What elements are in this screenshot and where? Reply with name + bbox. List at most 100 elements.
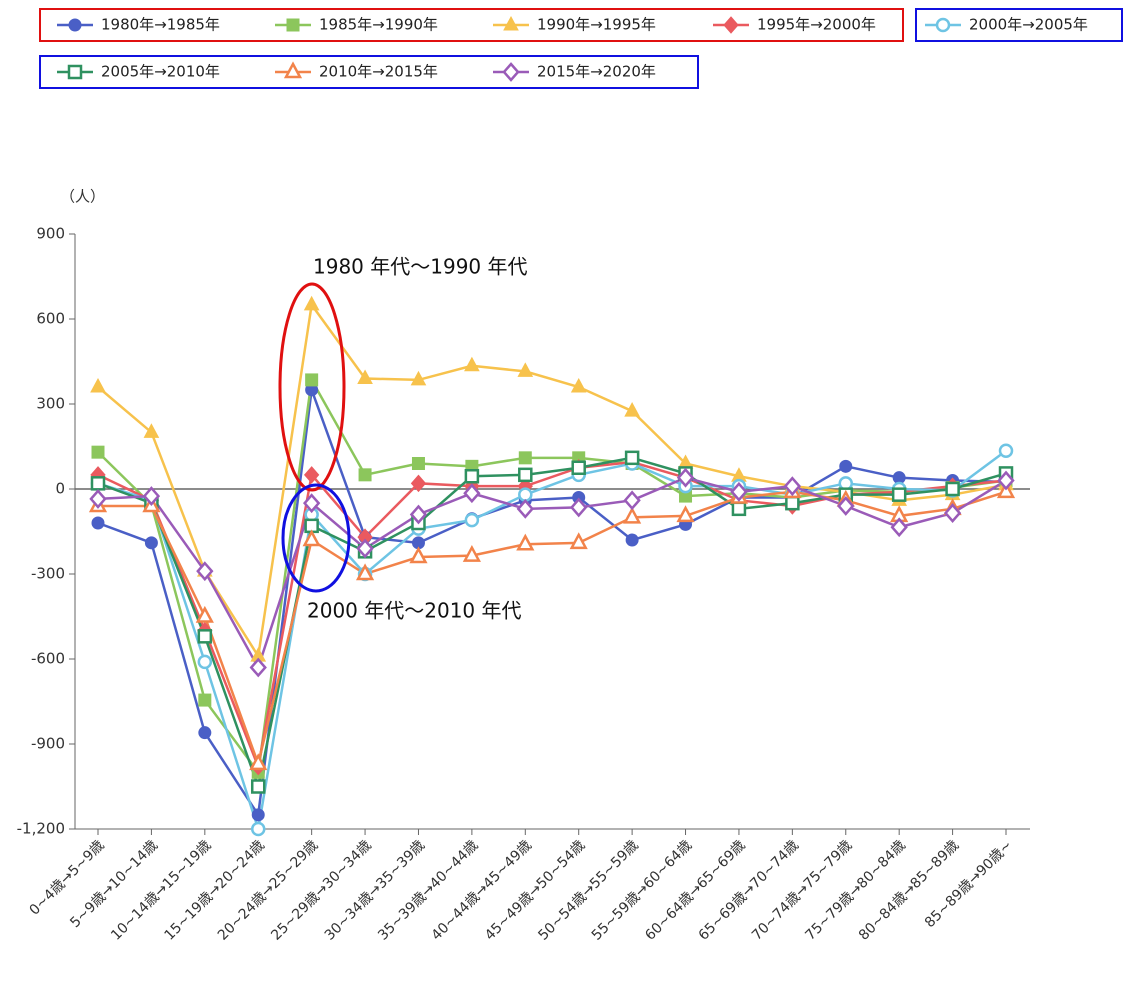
marker — [839, 459, 853, 473]
marker — [357, 369, 373, 384]
legend-item: 2015年→2020年 — [493, 62, 656, 82]
marker — [283, 61, 303, 79]
legend-item: 1985年→1990年 — [275, 16, 438, 34]
marker — [503, 15, 519, 31]
marker — [195, 605, 214, 623]
legend-label: 1980年→1985年 — [101, 16, 220, 34]
x-tick-label: 30~34歳→35~39歳 — [322, 837, 428, 943]
marker — [569, 532, 588, 550]
marker — [935, 17, 951, 33]
annotation: 2000 年代〜2010 年代 — [307, 599, 522, 623]
marker — [286, 18, 300, 32]
legend-label: 1990年→1995年 — [537, 16, 656, 34]
x-tick-label: 25~29歳→30~34歳 — [268, 837, 374, 943]
marker — [410, 474, 427, 493]
marker — [303, 466, 320, 484]
marker — [143, 423, 160, 438]
marker — [571, 460, 586, 475]
marker — [463, 483, 481, 504]
marker — [516, 498, 534, 519]
marker — [196, 561, 214, 582]
y-tick-label: 300 — [36, 395, 65, 413]
marker — [356, 538, 374, 559]
y-tick-label: 0 — [55, 480, 65, 498]
marker — [516, 533, 535, 551]
legend-label: 2010年→2015年 — [319, 63, 438, 81]
marker — [890, 517, 908, 538]
legend-item: 2005年→2010年 — [57, 63, 220, 81]
marker — [837, 496, 855, 516]
y-tick-label: -600 — [31, 650, 65, 668]
x-tick-label: 75~79歳→80~84歳 — [802, 837, 908, 943]
marker — [251, 808, 265, 822]
marker — [89, 489, 107, 509]
highlight-ellipse — [278, 282, 346, 492]
marker — [142, 486, 161, 506]
x-tick-label: 20~24歳→25~29歳 — [215, 837, 321, 943]
y-unit-label: （人） — [60, 188, 105, 206]
marker — [464, 512, 480, 528]
marker — [410, 370, 427, 386]
y-tick-label: 900 — [36, 225, 65, 243]
marker — [249, 753, 268, 771]
x-tick-label: 10~14歳→15~19歳 — [108, 837, 214, 943]
legend-item: 1980年→1985年 — [57, 16, 220, 34]
marker — [998, 443, 1014, 458]
marker — [723, 16, 739, 34]
marker — [303, 295, 320, 311]
marker — [91, 445, 105, 459]
y-tick-label: -1,200 — [17, 820, 65, 838]
series-line — [97, 449, 1007, 830]
marker — [624, 450, 640, 466]
legend-label: 2000年→2005年 — [969, 16, 1088, 34]
legend-box-blue — [39, 55, 699, 89]
marker — [625, 533, 639, 547]
marker — [411, 457, 425, 470]
marker — [90, 377, 106, 393]
marker — [624, 402, 640, 417]
y-tick-label: 600 — [36, 310, 65, 328]
marker — [68, 18, 82, 32]
legend-label: 1995年→2000年 — [757, 16, 876, 34]
marker — [783, 476, 802, 497]
marker — [358, 468, 372, 482]
plot-area: 9006003000-300-600-900-1,2000~4歳→5~9歳5~9… — [17, 16, 1088, 944]
marker — [517, 362, 534, 377]
marker — [731, 501, 747, 517]
marker — [785, 495, 800, 511]
marker — [464, 469, 480, 484]
marker — [502, 62, 520, 82]
marker — [302, 493, 321, 514]
marker — [302, 529, 321, 547]
marker — [570, 377, 587, 393]
marker — [997, 470, 1015, 491]
legend-box-red — [39, 8, 904, 42]
marker — [249, 657, 267, 678]
marker — [730, 481, 748, 502]
x-tick-label: 55~59歳→60~64歳 — [589, 837, 695, 943]
x-tick-label: 35~39歳→40~44歳 — [375, 837, 481, 943]
legend-label: 2015年→2020年 — [537, 63, 656, 81]
y-tick-label: -900 — [31, 735, 65, 753]
x-tick-label: 40~44歳→45~49歳 — [429, 837, 535, 943]
marker — [623, 490, 641, 511]
x-tick-label: 15~19歳→20~24歳 — [162, 837, 268, 943]
marker — [197, 654, 213, 670]
marker — [462, 544, 481, 562]
legend-box-blue — [915, 8, 1123, 42]
marker — [676, 505, 695, 523]
marker — [518, 487, 533, 502]
legend-item: 1995年→2000年 — [713, 16, 876, 34]
marker — [250, 779, 266, 794]
x-tick-label: 70~74歳→75~79歳 — [749, 837, 855, 943]
series-line — [97, 376, 1007, 776]
legend-item: 2010年→2015年 — [275, 61, 438, 81]
marker — [409, 504, 428, 525]
x-tick-label: 45~49歳→50~54歳 — [482, 837, 588, 943]
marker — [250, 821, 266, 837]
x-tick-label: 60~64歳→65~69歳 — [642, 837, 748, 943]
legend-label: 1985年→1990年 — [319, 16, 438, 34]
series-line — [97, 301, 1007, 660]
marker — [90, 476, 106, 491]
